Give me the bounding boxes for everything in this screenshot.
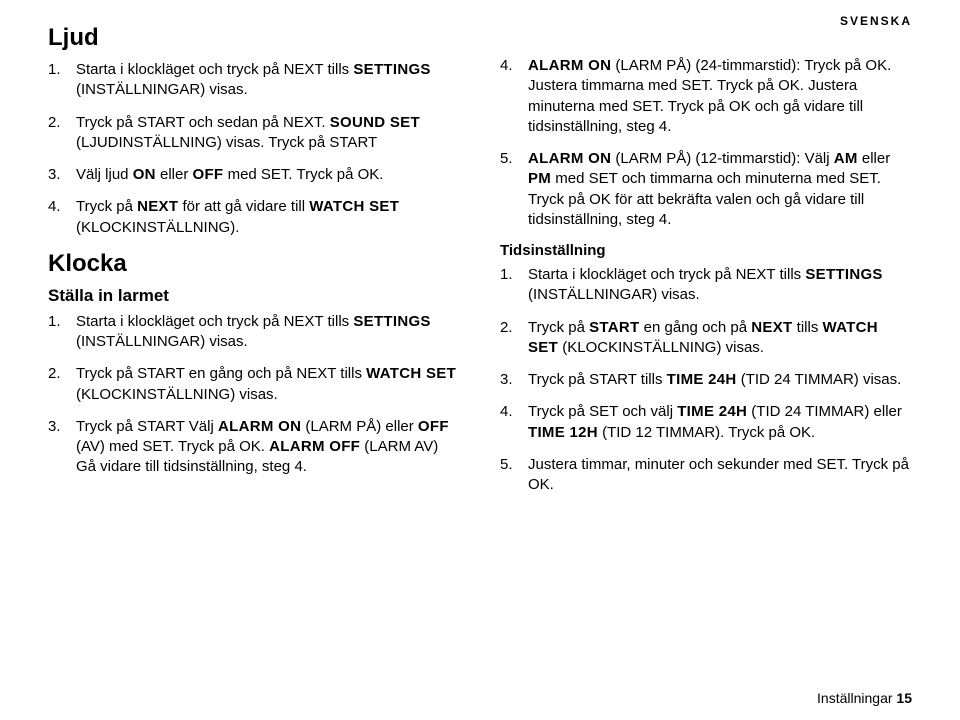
step-item: Starta i klockläget och tryck på NEXT ti… xyxy=(500,265,912,306)
klocka-subheading: Ställa in larmet xyxy=(48,286,460,306)
step-item: Tryck på START en gång och på NEXT tills… xyxy=(48,364,460,405)
page-footer: Inställningar 15 xyxy=(817,690,912,706)
step-item: Tryck på START en gång och på NEXT tills… xyxy=(500,318,912,359)
step-item: Tryck på START Välj ALARM ON (LARM PÅ) e… xyxy=(48,417,460,478)
klocka-heading: Klocka xyxy=(48,250,460,278)
content-columns: Ljud Starta i klockläget och tryck på NE… xyxy=(48,18,912,507)
step-item: Tryck på NEXT för att gå vidare till WAT… xyxy=(48,197,460,238)
step-item: Justera timmar, minuter och sekunder med… xyxy=(500,455,912,496)
tids-heading: Tidsinställning xyxy=(500,242,912,259)
ljud-heading: Ljud xyxy=(48,24,460,52)
step-item: Starta i klockläget och tryck på NEXT ti… xyxy=(48,312,460,353)
language-label: SVENSKA xyxy=(840,14,912,28)
step-item: ALARM ON (LARM PÅ) (12-timmarstid): Välj… xyxy=(500,149,912,230)
step-item: ALARM ON (LARM PÅ) (24-timmarstid): Tryc… xyxy=(500,56,912,137)
footer-label: Inställningar xyxy=(817,690,893,706)
step-item: Tryck på START och sedan på NEXT. SOUND … xyxy=(48,113,460,154)
step-item: Tryck på START tills TIME 24H (TID 24 TI… xyxy=(500,370,912,390)
step-item: Starta i klockläget och tryck på NEXT ti… xyxy=(48,60,460,101)
right-column: ALARM ON (LARM PÅ) (24-timmarstid): Tryc… xyxy=(500,18,912,507)
step-item: Välj ljud ON eller OFF med SET. Tryck på… xyxy=(48,165,460,185)
klocka-steps-continued: ALARM ON (LARM PÅ) (24-timmarstid): Tryc… xyxy=(500,56,912,230)
step-item: Tryck på SET och välj TIME 24H (TID 24 T… xyxy=(500,402,912,443)
left-column: Ljud Starta i klockläget och tryck på NE… xyxy=(48,18,460,507)
tids-steps: Starta i klockläget och tryck på NEXT ti… xyxy=(500,265,912,495)
klocka-steps: Starta i klockläget och tryck på NEXT ti… xyxy=(48,312,460,478)
ljud-steps: Starta i klockläget och tryck på NEXT ti… xyxy=(48,60,460,238)
footer-page-number: 15 xyxy=(896,690,912,706)
